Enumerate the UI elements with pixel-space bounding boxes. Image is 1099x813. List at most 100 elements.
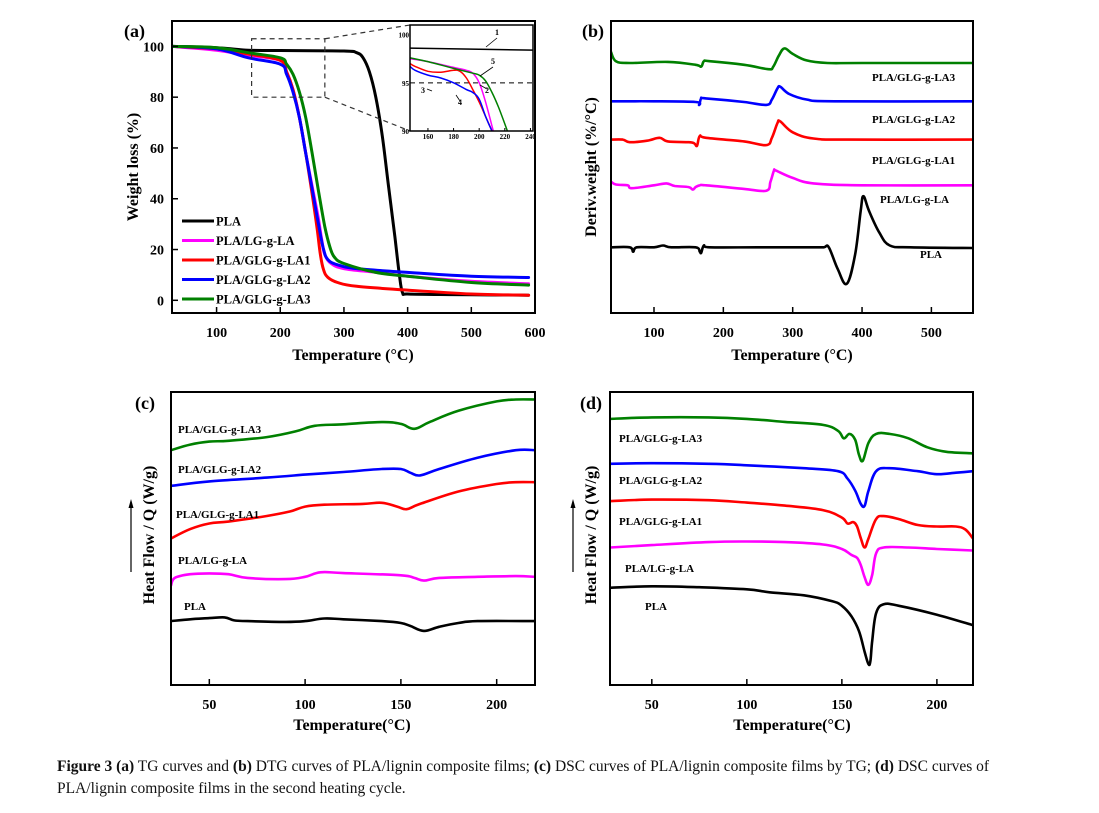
inset-annotation-arrow-2 [479,84,488,90]
panel-d-series-pla-glg-g-la2 [610,461,973,509]
caption-text-segment: DTG curves of PLA/lignin composite films… [251,758,534,775]
panel-d-curve-label-pla-lg-g-la: PLA/LG-g-LA [625,563,694,575]
panel-c-curve-label-pla-glg-g-la2: PLA/GLG-g-LA2 [178,464,262,476]
panel-a-x-axis-label: Temperature (°C) [292,347,413,364]
panel-d-curve-label-pla-glg-g-la1: PLA/GLG-g-LA1 [619,516,702,528]
panel-a-y-tick-label: 40 [150,193,164,208]
legend-label-pla-glg-g-la2: PLA/GLG-g-LA2 [216,273,310,287]
panel-d-curve-label-pla-glg-g-la3: PLA/GLG-g-LA3 [619,433,703,445]
panel-c-label: (c) [135,393,155,414]
panel-a-tg-curves: (a) 100 200 300 400 500 600 0 20 40 60 80 100 Tempe… [124,20,546,364]
panel-c-axes-frame [170,391,536,686]
panel-c-series-pla-glg-g-la1 [171,480,535,540]
panel-a-x-tick-label: 500 [461,326,482,341]
figure-caption: Figure 3 (a) TG curves and (b) DTG curve… [57,756,1057,800]
panel-a-y-tick-label: 60 [150,142,164,157]
panel-c-x-tick-label: 200 [486,698,507,713]
panel-a-inset: 160 180 200 220 240 90 95 100 1 2 3 4 5 [399,24,536,141]
panel-c-x-axis-label: Temperature(°C) [293,717,410,734]
panel-d-curve-label-pla: PLA [645,601,667,613]
panel-c-series-pla-glg-g-la2 [171,448,535,488]
panel-b-curve-label-pla: PLA [920,249,942,261]
panel-d-series-pla-glg-g-la3 [610,415,973,463]
panel-d-x-tick-label: 200 [926,698,947,713]
panel-d-y-axis-label: Heat Flow / Q (W/g) [583,466,600,605]
panel-b-curve-label-pla-glg-g-la2: PLA/GLG-g-LA2 [872,114,956,126]
panel-a-label: (a) [124,21,145,42]
panel-d-axes-frame [609,391,974,686]
panel-d-curve-label-pla-glg-g-la2: PLA/GLG-g-LA2 [619,475,703,487]
inset-annotation-5: 5 [491,57,495,66]
panel-a-x-tick-label: 100 [206,326,227,341]
legend-label-pla-glg-g-la3: PLA/GLG-g-LA3 [216,293,310,307]
panel-a-zoom-connector [324,24,411,40]
caption-text-segment: TG curves and [134,758,233,775]
panel-d-x-tick-label: 50 [645,698,659,713]
panel-d-label: (d) [580,393,602,414]
panel-a-y-axis-label: Weight loss (%) [125,113,142,221]
inset-annotation-2: 2 [485,86,489,95]
inset-annotation-4: 4 [458,98,462,107]
panel-a-zoom-region [251,38,326,98]
panel-a-zoom-connector [324,96,411,132]
inset-y-tick-label: 100 [399,32,410,40]
panel-d-x-axis-label: Temperature(°C) [733,717,850,734]
inset-y-tick-label: 90 [402,128,410,136]
panel-d-x-tick-label: 150 [831,698,852,713]
panel-a-y-tick-label: 100 [143,40,164,55]
panel-c-y-axis-label: Heat Flow / Q (W/g) [141,466,158,605]
inset-annotation-arrow-1 [485,37,498,48]
panel-b-x-tick-label: 100 [643,326,664,341]
inset-x-tick-label: 200 [474,133,485,141]
panel-b-y-axis-label: Deriv.weight (%/°C) [583,97,600,237]
inset-annotation-arrow-4 [455,94,461,102]
panel-b-label: (b) [582,21,604,42]
panel-a-inset-series-pla-glg-g-la3 [410,57,509,131]
panel-c-x-tick-label: 150 [390,698,411,713]
caption-bold-segment: (d) [874,758,894,775]
panel-b-x-tick-label: 500 [921,326,942,341]
panel-c-series-pla-lg-g-la [171,570,535,587]
panel-a-series-pla [172,44,531,297]
panel-b-series-pla-lg-g-la [611,168,973,193]
caption-text-segment: DSC curves of PLA/lignin composite films… [57,758,990,797]
panel-d-series-pla [610,584,973,667]
inset-y-tick-label: 95 [402,80,410,88]
panel-c-curve-label-pla: PLA [184,601,206,613]
panel-a-y-tick-label: 0 [157,294,164,309]
panel-a-x-tick-label: 600 [525,326,546,341]
panel-d-dsc-second-heating: (d) 50 100 150 200 Temperature(°C) Heat Flo… [570,391,974,734]
panel-c-up-arrow-icon [128,499,134,572]
panel-b-x-tick-label: 200 [713,326,734,341]
panel-a-inset-series-pla-glg-g-la1 [410,62,493,131]
panel-c-curve-label-pla-glg-g-la3: PLA/GLG-g-LA3 [178,424,262,436]
caption-text-segment: DSC curves of PLA/lignin composite films… [551,758,875,775]
panel-a-series-pla-glg-g-la3 [172,44,531,287]
legend-label-pla-lg-g-la: PLA/LG-g-LA [216,234,294,248]
panel-d-series-pla-lg-g-la [610,540,973,587]
legend-label-pla: PLA [216,215,241,229]
panel-b-curve-label-pla-lg-g-la: PLA/LG-g-LA [880,194,949,206]
panel-a-legend: PLA PLA/LG-g-LA PLA/GLG-g-LA1 PLA/GLG-g-LA2… [182,215,310,307]
panel-a-x-tick-label: 400 [397,326,418,341]
inset-x-tick-label: 180 [448,133,459,141]
panel-b-x-tick-label: 300 [782,326,803,341]
panel-a-y-tick-label: 80 [150,91,164,106]
panel-b-dtg-curves: (b) 100 200 300 400 500 Temperature (°C) Der… [582,20,974,364]
panel-b-curve-label-pla-glg-g-la3: PLA/GLG-g-LA3 [872,72,956,84]
panel-b-curve-label-pla-glg-g-la1: PLA/GLG-g-LA1 [872,155,955,167]
caption-bold-segment: Figure 3 [57,758,117,775]
panel-b-x-tick-label: 400 [852,326,873,341]
panel-c-x-tick-label: 100 [295,698,316,713]
panel-b-series-pla [611,194,973,286]
panel-c-series-pla-glg-g-la3 [171,398,535,452]
panel-d-series-pla-glg-g-la1 [610,498,973,549]
legend-label-pla-glg-g-la1: PLA/GLG-g-LA1 [216,254,310,268]
panel-a-x-tick-label: 300 [333,326,354,341]
inset-annotation-arrow-5 [479,66,494,77]
panel-b-x-axis-label: Temperature (°C) [731,347,852,364]
inset-annotation-arrow-3 [426,88,433,92]
panel-b-series-pla-glg-g-la1 [611,119,973,148]
panel-c-series-pla [171,615,535,633]
